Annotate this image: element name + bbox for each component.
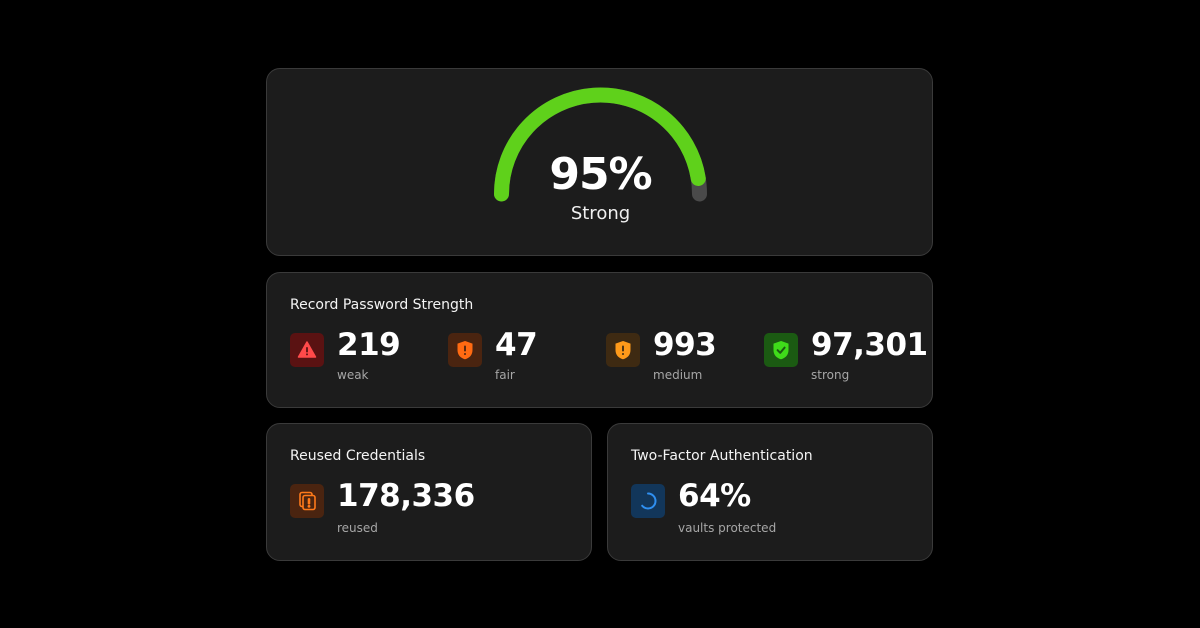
strength-card-title: Record Password Strength <box>290 297 474 313</box>
strong-count: 97,301 <box>811 327 928 363</box>
duplicate-alert-icon <box>299 491 316 511</box>
gauge-fill <box>494 87 706 202</box>
medium-caption: medium <box>653 368 703 382</box>
twofa-value: 64% <box>678 478 751 514</box>
two-factor-card: Two-Factor Authentication 64% vaults pro… <box>607 423 933 561</box>
reused-card-title: Reused Credentials <box>290 448 426 464</box>
reused-caption: reused <box>337 521 378 535</box>
shield-alert-icon <box>457 340 473 360</box>
weak-tile <box>290 333 324 367</box>
reused-tile <box>290 484 324 518</box>
password-score-card: 95% Strong <box>266 68 933 256</box>
weak-count: 219 <box>337 327 401 363</box>
shield-alert-icon <box>615 340 631 360</box>
warning-triangle-icon <box>297 341 317 358</box>
twofa-caption: vaults protected <box>678 521 777 535</box>
reused-count: 178,336 <box>337 478 475 514</box>
strong-caption: strong <box>811 368 850 382</box>
progress-ring-icon <box>639 492 657 510</box>
strength-gauge <box>494 87 707 202</box>
reused-credentials-card: Reused Credentials 178,336 reused <box>266 423 592 561</box>
twofa-card-title: Two-Factor Authentication <box>631 448 813 464</box>
medium-tile <box>606 333 640 367</box>
strong-tile <box>764 333 798 367</box>
twofa-tile <box>631 484 665 518</box>
weak-caption: weak <box>337 368 369 382</box>
medium-count: 993 <box>653 327 717 363</box>
fair-count: 47 <box>495 327 538 363</box>
fair-tile <box>448 333 482 367</box>
score-label: Strong <box>570 203 631 224</box>
shield-check-icon <box>773 340 789 360</box>
score-value: 95% <box>549 149 652 200</box>
fair-caption: fair <box>495 368 515 382</box>
password-strength-card: Record Password Strength 219 weak 47 fai… <box>266 272 933 408</box>
